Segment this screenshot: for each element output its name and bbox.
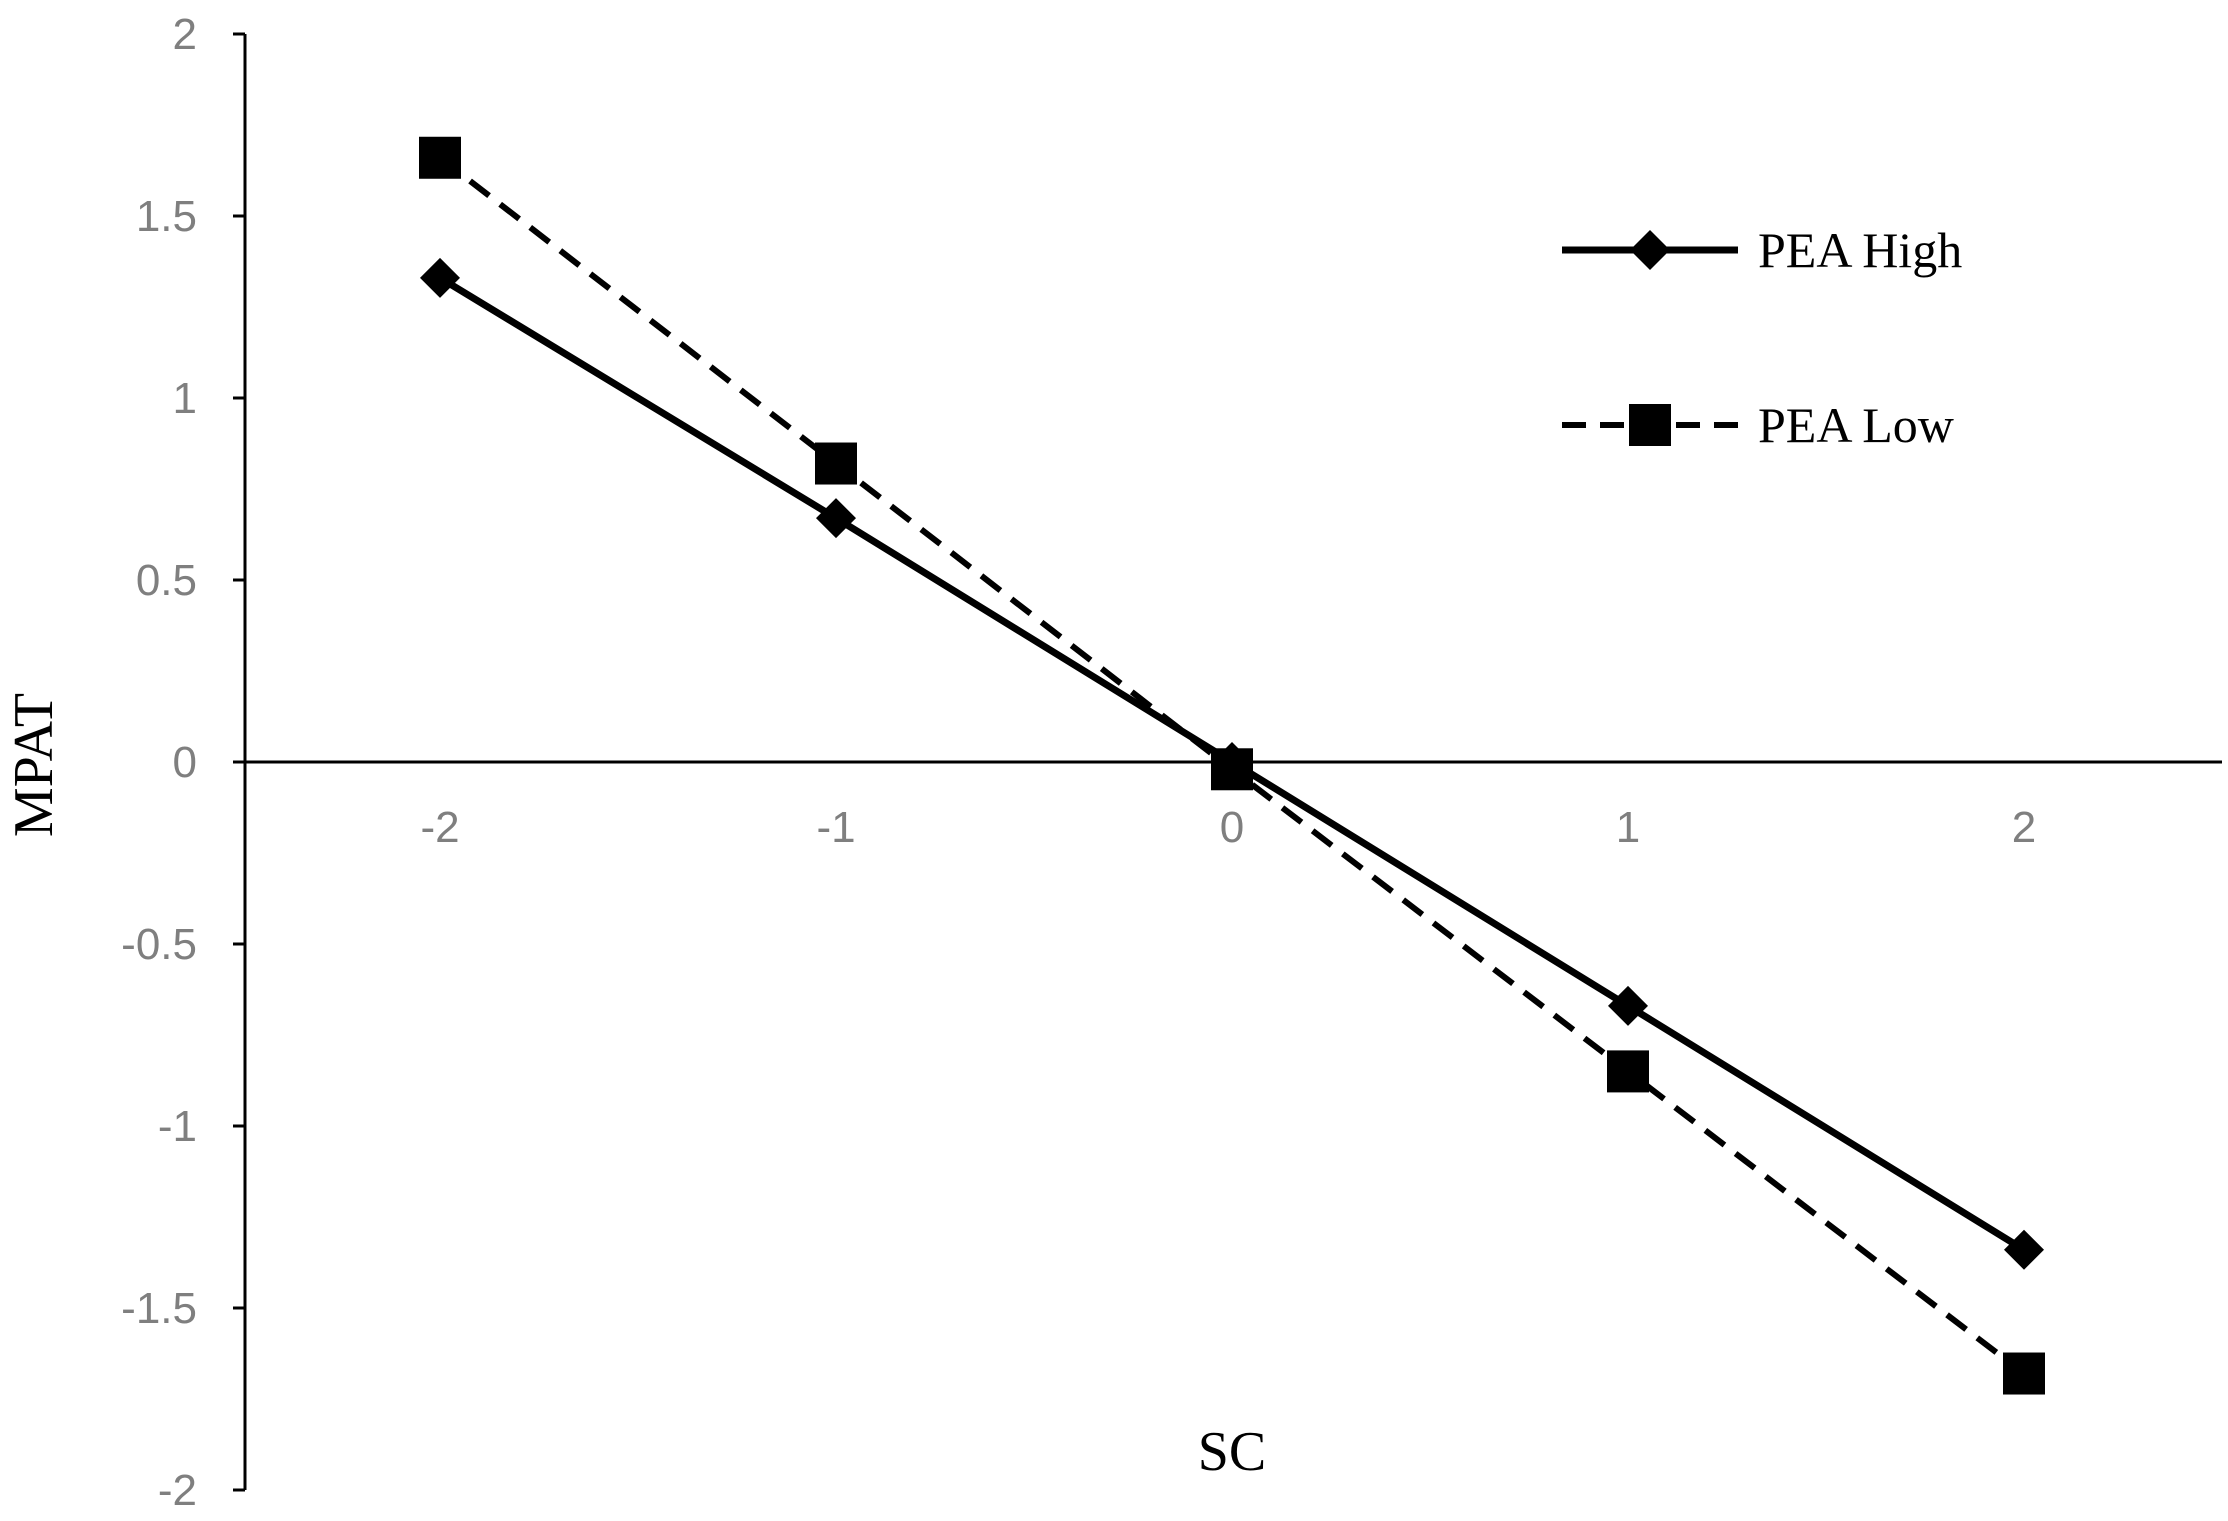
y-tick-label: 0.5 — [136, 556, 197, 605]
legend-marker — [1630, 230, 1670, 270]
legend-marker — [1629, 404, 1671, 446]
y-tick-label: -0.5 — [121, 920, 197, 969]
y-axis: 2 1.5 1 0.5 0 -0.5 -1 -1.5 -2 — [121, 10, 247, 1515]
y-tick-label: -1.5 — [121, 1284, 197, 1333]
data-point — [1607, 1050, 1649, 1093]
legend: PEA High PEA Low — [1562, 222, 1962, 453]
data-point — [1608, 985, 1648, 1026]
y-tick-label: 0 — [173, 738, 197, 787]
data-point — [2003, 1352, 2045, 1395]
data-point — [816, 498, 856, 539]
legend-item: PEA High — [1562, 222, 1962, 278]
y-tick-label: -1 — [158, 1102, 197, 1151]
y-tick-label: 1 — [173, 374, 197, 423]
x-tick-label: -2 — [420, 803, 459, 852]
legend-label: PEA Low — [1758, 397, 1954, 453]
data-point — [1211, 748, 1253, 791]
legend-item: PEA Low — [1562, 397, 1954, 453]
data-point — [419, 136, 461, 179]
x-tick-label: 2 — [2012, 803, 2036, 852]
x-tick-label: 1 — [1616, 803, 1640, 852]
data-point — [2004, 1229, 2044, 1270]
y-tick-label: 2 — [173, 10, 197, 59]
x-tick-label: 0 — [1220, 803, 1244, 852]
series-pea-low — [419, 136, 2045, 1395]
x-axis-title: SC — [1198, 1421, 1267, 1483]
y-axis-title: MPAT — [3, 693, 65, 837]
data-point — [815, 442, 857, 485]
y-tick-label: -2 — [158, 1466, 197, 1515]
x-axis: -2 -1 0 1 2 — [245, 760, 2222, 852]
plot-area — [419, 136, 2045, 1395]
y-tick-label: 1.5 — [136, 192, 197, 241]
data-point — [420, 257, 460, 298]
x-tick-label: -1 — [816, 803, 855, 852]
legend-label: PEA High — [1758, 222, 1962, 278]
